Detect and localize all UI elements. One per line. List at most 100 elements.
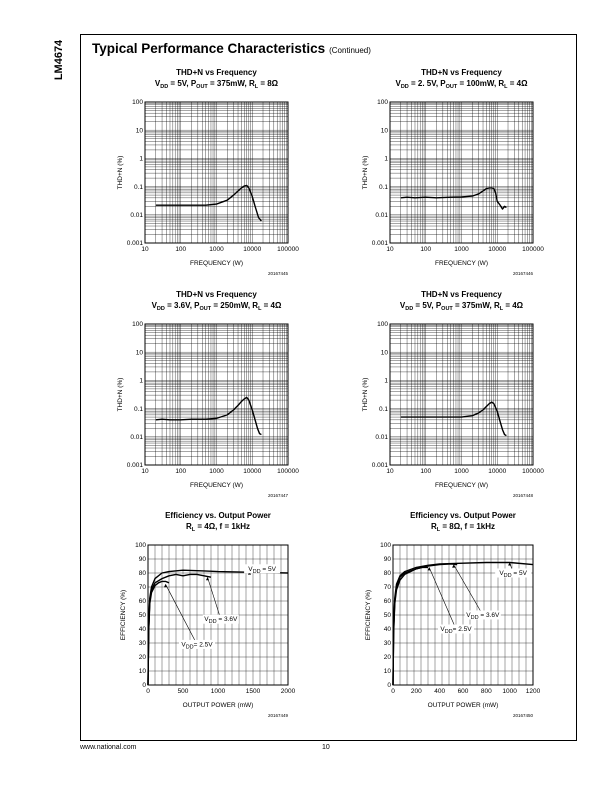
- y-tick-label: 0.01: [375, 212, 388, 219]
- x-tick-label: 400: [434, 688, 445, 695]
- chart-title: Efficiency vs. Output Power: [410, 511, 516, 520]
- y-tick-label: 30: [139, 640, 147, 647]
- series-line-0: [400, 401, 507, 437]
- x-tick-label: 10000: [488, 246, 506, 253]
- y-tick-label: 0.1: [379, 184, 388, 191]
- y-tick-label: 0: [387, 682, 391, 689]
- x-tick-label: 1500: [246, 688, 261, 695]
- x-axis-label: OUTPUT POWER (mW): [183, 702, 254, 709]
- series-line-2: [147, 580, 170, 686]
- y-tick-label: 100: [135, 542, 146, 549]
- y-tick-label: 10: [139, 668, 147, 675]
- x-tick-label: 1000: [211, 688, 226, 695]
- y-tick-label: 0.01: [375, 434, 388, 441]
- y-tick-label: 90: [139, 556, 147, 563]
- thd-chart-2v5-4ohm: THD+N vs Frequency VDD = 2. 5V, POUT = 10…: [362, 68, 544, 276]
- y-tick-label: 10: [136, 127, 144, 134]
- figure-id: 20167447: [268, 493, 289, 498]
- y-tick-label: 10: [136, 349, 144, 356]
- y-tick-label: 60: [384, 598, 392, 605]
- y-tick-label: 0.1: [379, 406, 388, 413]
- chart-subtitle: VDD = 5V, POUT = 375mW, RL = 8Ω: [155, 79, 279, 90]
- thd-chart-3v6-4ohm: THD+N vs Frequency VDD = 3.6V, POUT = 250…: [117, 290, 299, 498]
- x-tick-label: 800: [481, 688, 492, 695]
- chart-subtitle: VDD = 5V, POUT = 375mW, RL = 4Ω: [400, 301, 524, 312]
- annotation-label: VDD = 5V: [248, 566, 276, 575]
- x-axis-label: FREQUENCY (W): [190, 482, 243, 489]
- annotation-leader: [207, 577, 222, 620]
- y-axis-label: EFFICIENCY (%): [120, 590, 127, 640]
- annotation-leader: [428, 567, 457, 630]
- y-tick-label: 0.01: [130, 434, 143, 441]
- plot-frame: [144, 101, 289, 244]
- y-tick-label: 1: [139, 156, 143, 163]
- chart-title: THD+N vs Frequency: [421, 290, 502, 299]
- x-tick-label: 100000: [277, 468, 299, 475]
- annotation-label: VDD = 5V: [499, 570, 527, 579]
- y-tick-label: 0.001: [372, 240, 389, 247]
- y-tick-label: 20: [384, 654, 392, 661]
- y-tick-label: 80: [139, 570, 147, 577]
- figure-id: 20167448: [513, 493, 534, 498]
- y-tick-label: 10: [384, 668, 392, 675]
- y-tick-label: 100: [380, 542, 391, 549]
- plot-frame: [147, 544, 289, 686]
- y-tick-label: 1: [384, 156, 388, 163]
- annotation-bg: [438, 624, 474, 634]
- x-tick-label: 10: [386, 246, 394, 253]
- annotation-leader: [165, 584, 198, 645]
- heading-note: (Continued): [329, 46, 371, 55]
- y-tick-label: 80: [384, 570, 392, 577]
- chart-subtitle: VDD = 3.6V, POUT = 250mW, RL = 4Ω: [152, 301, 282, 312]
- annotation-label: VDD = 3.6V: [204, 616, 238, 625]
- y-tick-label: 0.001: [127, 462, 144, 469]
- annotation-bg: [464, 610, 501, 620]
- page-number: 10: [322, 744, 330, 751]
- x-tick-label: 100: [420, 468, 431, 475]
- chart-title: Efficiency vs. Output Power: [165, 511, 271, 520]
- y-tick-label: 0.001: [372, 462, 389, 469]
- grid: [389, 324, 533, 466]
- y-tick-label: 10: [381, 127, 389, 134]
- series-line-0: [155, 396, 262, 436]
- x-tick-label: 100000: [277, 246, 299, 253]
- x-tick-label: 1000: [502, 688, 517, 695]
- x-tick-label: 100: [175, 246, 186, 253]
- annotation-arrowhead: [427, 567, 431, 571]
- x-tick-label: 600: [458, 688, 469, 695]
- y-tick-label: 1: [139, 378, 143, 385]
- chart-title: THD+N vs Frequency: [176, 290, 257, 299]
- x-tick-label: 1000: [209, 468, 224, 475]
- thd-chart-5v-4ohm: THD+N vs Frequency VDD = 5V, POUT = 375mW…: [362, 290, 544, 498]
- annotation-label: VDD= 2.5V: [181, 641, 213, 650]
- page-frame: [80, 34, 577, 741]
- y-tick-label: 100: [132, 99, 143, 106]
- x-tick-label: 10000: [488, 468, 506, 475]
- x-tick-label: 2000: [281, 688, 296, 695]
- plot-frame: [389, 101, 534, 244]
- x-tick-label: 10: [386, 468, 394, 475]
- x-tick-label: 1000: [454, 246, 469, 253]
- annotation-arrowhead: [508, 562, 512, 566]
- x-tick-label: 500: [178, 688, 189, 695]
- x-axis-label: FREQUENCY (W): [435, 260, 488, 267]
- grid: [389, 102, 533, 244]
- annotation-arrowhead: [452, 564, 456, 568]
- y-tick-label: 20: [139, 654, 147, 661]
- y-tick-label: 50: [139, 612, 147, 619]
- x-tick-label: 100: [175, 468, 186, 475]
- x-tick-label: 1000: [454, 468, 469, 475]
- figure-id: 20167450: [513, 713, 534, 718]
- efficiency-chart-8ohm: Efficiency vs. Output Power RL = 8Ω, f = …: [365, 511, 541, 718]
- x-axis-label: FREQUENCY (W): [190, 260, 243, 267]
- annotation-bg: [202, 614, 239, 624]
- y-tick-label: 90: [384, 556, 392, 563]
- x-tick-label: 10: [141, 468, 149, 475]
- chart-title: THD+N vs Frequency: [176, 68, 257, 77]
- figure-id: 20167449: [268, 713, 289, 718]
- chart-subtitle: RL = 4Ω, f = 1kHz: [186, 522, 250, 533]
- annotation-bg: [244, 564, 281, 574]
- y-tick-label: 100: [132, 321, 143, 328]
- y-tick-label: 40: [384, 626, 392, 633]
- x-tick-label: 1000: [209, 246, 224, 253]
